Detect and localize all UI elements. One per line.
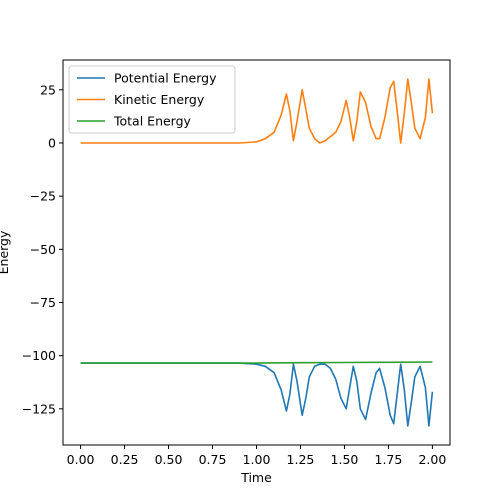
x-axis-label: Time [240, 470, 272, 485]
y-tick-label: −100 [22, 348, 56, 363]
x-tick-label: 1.50 [331, 452, 359, 467]
y-tick-label: −50 [30, 242, 56, 257]
x-tick-label: 0.50 [155, 452, 183, 467]
x-tick-label: 1.00 [243, 452, 271, 467]
legend-label: Total Energy [113, 114, 192, 129]
x-tick-label: 0.75 [199, 452, 227, 467]
x-tick-label: 0.25 [111, 452, 139, 467]
series-line-1 [80, 78, 434, 144]
y-axis-label: Energy [0, 230, 11, 274]
series-line-2 [80, 361, 433, 364]
x-tick-label: 1.75 [375, 452, 403, 467]
series-line-0 [80, 362, 434, 427]
y-tick-label: −25 [30, 189, 56, 204]
y-tick-label: −75 [30, 295, 56, 310]
y-ticks: 25 0 −25 −50 −75 −100 −125 [22, 82, 63, 416]
x-tick-label: 0.00 [67, 452, 95, 467]
legend: Potential Energy Kinetic Energy Total Ener… [68, 65, 236, 134]
legend-box [68, 65, 236, 134]
x-tick-label: 1.25 [287, 452, 315, 467]
y-tick-label: −125 [22, 401, 56, 416]
x-ticks: 0.00 0.25 0.50 0.75 1.00 1.25 1.50 1.75 2.00 [67, 445, 446, 467]
y-tick-label: 0 [48, 135, 56, 150]
legend-label: Kinetic Energy [114, 92, 205, 107]
x-tick-label: 2.00 [418, 452, 446, 467]
series-layer [80, 78, 434, 427]
legend-label: Potential Energy [114, 71, 217, 86]
y-tick-label: 25 [40, 82, 56, 97]
